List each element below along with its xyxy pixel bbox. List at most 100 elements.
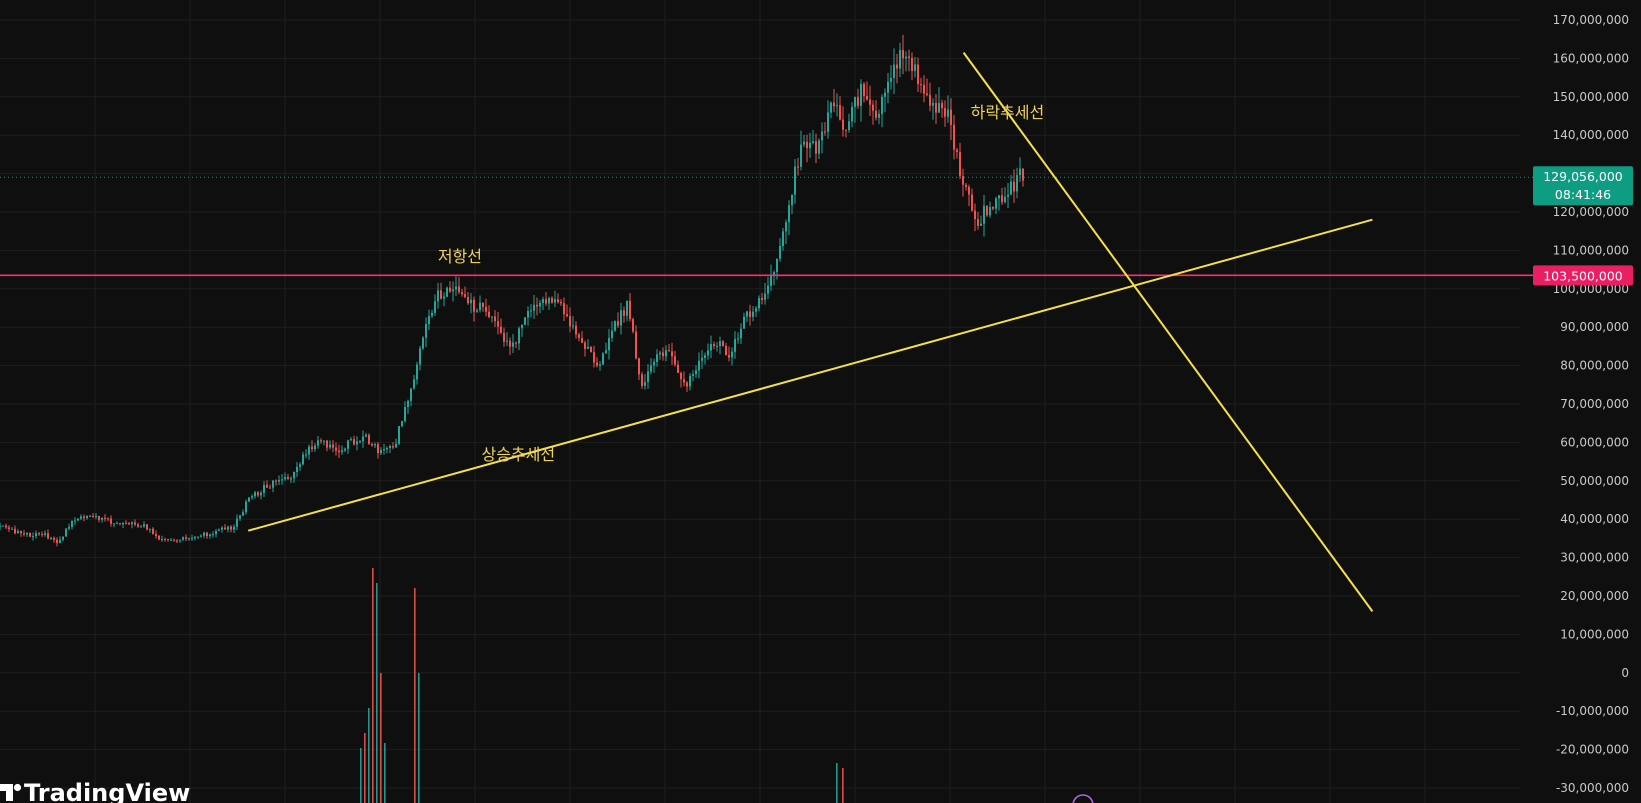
price-axis-tick-label: 110,000,000: [1553, 243, 1629, 257]
candle-body: [713, 344, 715, 347]
candle-body: [488, 311, 490, 318]
candle-body: [803, 141, 805, 145]
candle-body: [185, 537, 187, 539]
candle-body: [794, 166, 796, 195]
volume-bars: [360, 568, 844, 803]
candle-body: [122, 522, 124, 525]
candle-body: [11, 528, 13, 530]
candle-body: [509, 340, 511, 347]
candle-body: [572, 325, 574, 327]
candle-body: [686, 382, 688, 387]
candle-body: [308, 446, 310, 455]
candle-body: [926, 93, 928, 95]
candle-body: [515, 342, 517, 344]
candle-body: [485, 306, 487, 312]
candle-body: [530, 310, 532, 312]
candle-body: [971, 194, 973, 211]
candle-body: [608, 337, 610, 351]
candle-body: [155, 534, 157, 536]
tradingview-watermark: TradingView: [0, 779, 190, 803]
candle-body: [827, 112, 829, 132]
candle-body: [269, 487, 271, 489]
candle-body: [356, 441, 358, 445]
candle-body: [626, 300, 628, 316]
candle-body: [203, 532, 205, 536]
candle-body: [209, 534, 211, 537]
candle-body: [764, 293, 766, 300]
grid: [0, 0, 1520, 803]
candle-body: [791, 194, 793, 206]
candle-body: [416, 364, 418, 380]
candle-body: [833, 102, 835, 107]
price-axis-tick-label: 160,000,000: [1553, 51, 1629, 65]
candle-body: [353, 439, 355, 445]
candle-body: [647, 371, 649, 383]
candle-body: [443, 296, 445, 299]
candle-body: [260, 492, 262, 496]
candle-body: [38, 533, 40, 535]
candle-body: [17, 530, 19, 534]
event-marker-icon[interactable]: [1072, 794, 1094, 803]
candle-body: [143, 524, 145, 527]
candle-body: [581, 337, 583, 343]
candle-body: [830, 102, 832, 113]
last-price-badge: 129,056,000 08:41:46: [1533, 166, 1633, 206]
candle-body: [239, 515, 241, 519]
candle-body: [812, 141, 814, 143]
candle-body: [707, 350, 709, 356]
candle-body: [320, 440, 322, 442]
candle-body: [761, 298, 763, 300]
candle-body: [83, 516, 85, 519]
candle-body: [449, 287, 451, 292]
candle-body: [521, 324, 523, 329]
candle-body: [662, 352, 664, 357]
candle-body: [446, 287, 448, 297]
candle-body: [68, 527, 70, 529]
candle-body: [206, 532, 208, 537]
price-axis-tick-label: 20,000,000: [1560, 589, 1629, 603]
downtrend-line[interactable]: [962, 52, 1374, 612]
candle-body: [740, 328, 742, 339]
candle-body: [947, 109, 949, 117]
candle-body: [719, 341, 721, 347]
candle-body: [62, 536, 64, 540]
candle-body: [173, 539, 175, 541]
uptrend-line[interactable]: [247, 218, 1373, 532]
candle-body: [119, 523, 121, 525]
candle-body: [734, 338, 736, 352]
volume-bar: [372, 568, 374, 803]
candle-body: [698, 360, 700, 371]
candle-body: [800, 144, 802, 167]
price-axis-tick-label: -30,000,000: [1556, 781, 1629, 795]
candle-body: [101, 517, 103, 520]
candle-body: [881, 96, 883, 115]
candle-body: [410, 388, 412, 401]
candle-body: [389, 446, 391, 448]
candle-body: [1013, 181, 1015, 192]
candle-body: [197, 536, 199, 538]
candle-body: [872, 104, 874, 111]
volume-bar: [418, 673, 420, 803]
volume-bar: [364, 733, 366, 803]
price-axis-tick-label: -10,000,000: [1556, 704, 1629, 718]
candle-body: [629, 300, 631, 320]
candle-body: [497, 321, 499, 327]
candle-body: [722, 341, 724, 346]
candle-body: [683, 379, 685, 383]
last-price-badge-bg: [1533, 166, 1633, 206]
candle-body: [422, 337, 424, 349]
candle-body: [665, 350, 667, 357]
tradingview-logo-icon: [0, 783, 22, 801]
candle-body: [755, 308, 757, 312]
candle-body: [899, 50, 901, 69]
candle-body: [35, 533, 37, 537]
candle-body: [950, 109, 952, 125]
candle-body: [257, 492, 259, 496]
candle-body: [425, 324, 427, 338]
candle-body: [539, 302, 541, 307]
candle-body: [632, 319, 634, 332]
candle-body: [533, 304, 535, 311]
candle-body: [959, 151, 961, 177]
candle-body: [50, 538, 52, 540]
